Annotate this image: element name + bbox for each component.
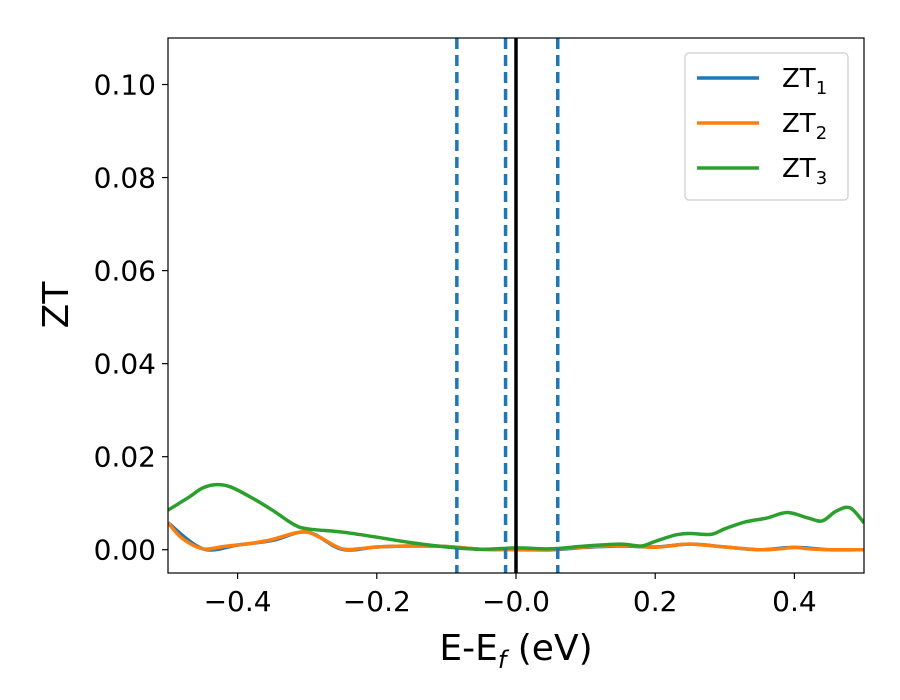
- y-tick-label: 0.08: [94, 162, 156, 195]
- y-tick-label: 0.00: [94, 534, 156, 567]
- x-axis-title: E-Ef (eV): [439, 628, 592, 674]
- x-tick-label: −0.0: [482, 585, 550, 618]
- y-tick-label: 0.04: [94, 348, 156, 381]
- legend-label-zt1: ZT1: [782, 64, 827, 99]
- y-tick-label: 0.10: [94, 69, 156, 102]
- x-axis-ticks: −0.4 −0.2 −0.0 0.2 0.4: [204, 573, 817, 618]
- x-tick-label: −0.4: [204, 585, 272, 618]
- legend-box: [684, 52, 849, 201]
- x-tick-label: 0.4: [772, 585, 817, 618]
- legend-label-zt2: ZT2: [782, 109, 827, 144]
- vertical-markers: [455, 38, 560, 573]
- y-tick-label: 0.02: [94, 441, 156, 474]
- x-tick-label: 0.2: [633, 585, 678, 618]
- y-axis-title: ZT: [36, 281, 77, 329]
- y-tick-label: 0.06: [94, 255, 156, 288]
- legend-label-zt3: ZT3: [782, 154, 827, 189]
- legend: ZT1 ZT2 ZT3: [684, 52, 849, 201]
- y-axis-ticks: 0.00 0.02 0.04 0.06 0.08 0.10: [94, 69, 168, 567]
- series-line-zt3: [168, 482, 864, 552]
- x-tick-label: −0.2: [343, 585, 411, 618]
